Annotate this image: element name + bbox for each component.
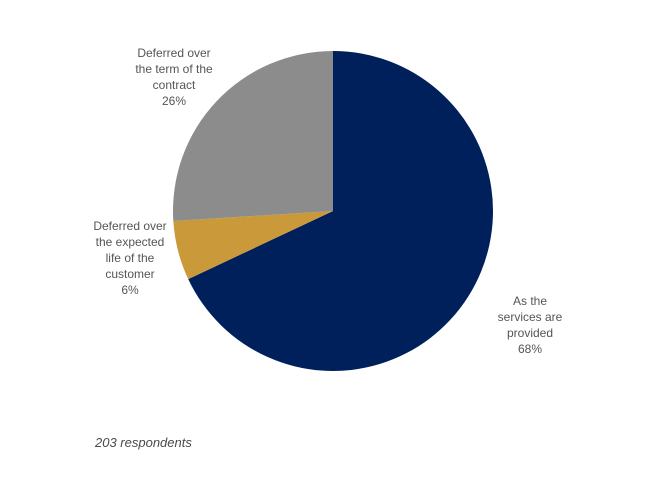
slice-label-percent: 26%	[161, 94, 187, 108]
slice-label-term-of-contract: Deferred over the term of the contract 2…	[104, 45, 244, 109]
slice-label-line: services are	[497, 310, 563, 324]
slice-label-line: the term of the	[135, 62, 213, 76]
slice-expected-life	[173, 211, 333, 280]
slice-label-percent: 68%	[517, 342, 543, 356]
slice-label-line: customer	[105, 267, 155, 281]
slice-label-line: Deferred over	[137, 46, 211, 60]
slice-label-percent: 6%	[121, 283, 139, 297]
slice-label-as-provided: As the services are provided 68%	[460, 293, 600, 357]
slice-label-line: Deferred over	[93, 219, 167, 233]
slice-label-expected-life: Deferred over the expected life of the c…	[60, 218, 200, 298]
slice-label-line: contract	[152, 78, 196, 92]
slice-as-provided	[188, 51, 494, 371]
slice-label-line: life of the	[105, 251, 155, 265]
slice-label-line: the expected	[95, 235, 165, 249]
respondents-note: 203 respondents	[95, 435, 192, 450]
slice-label-line: As the	[512, 294, 548, 308]
slice-term-of-contract	[172, 51, 333, 222]
slice-label-line: provided	[506, 326, 554, 340]
